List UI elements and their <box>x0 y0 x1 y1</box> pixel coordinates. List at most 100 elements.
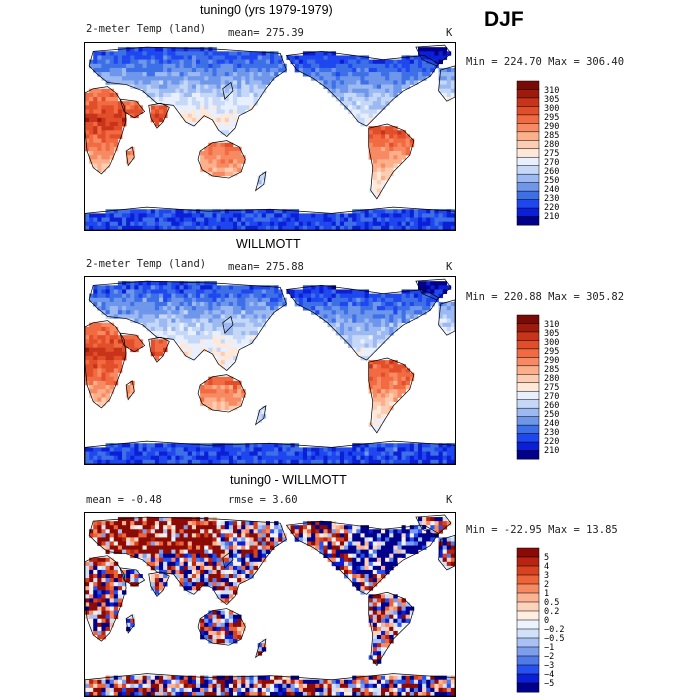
map-cell <box>237 293 242 299</box>
map-cell <box>376 318 382 324</box>
map-cell <box>233 347 238 353</box>
map-cell <box>278 59 283 65</box>
map-cell <box>208 217 213 223</box>
map-cell <box>241 101 246 106</box>
map-cell <box>249 289 254 294</box>
map-cell <box>405 59 411 65</box>
map-cell <box>191 72 197 77</box>
map-cell <box>216 385 221 390</box>
map-cell <box>356 447 361 452</box>
map-cell <box>393 622 398 628</box>
map-cell <box>360 326 365 332</box>
map-cell <box>339 92 345 98</box>
map-cell <box>142 310 147 315</box>
map-cell <box>179 459 184 464</box>
map-cell <box>257 76 263 81</box>
map-cell <box>339 217 345 223</box>
map-cell <box>311 451 316 457</box>
map-cell <box>212 101 217 106</box>
map-cell <box>319 541 324 546</box>
map-cell <box>356 557 361 563</box>
map-cell <box>245 574 250 579</box>
map-cell <box>187 447 193 452</box>
map-cell <box>446 221 452 227</box>
map-cell <box>130 618 135 624</box>
map-cell <box>200 297 205 303</box>
map-cell <box>212 351 217 357</box>
map-cell <box>389 602 394 607</box>
map-cell <box>385 401 390 407</box>
map-cell <box>237 314 242 319</box>
map-cell <box>97 225 102 230</box>
map-cell <box>216 455 221 461</box>
map-cell <box>179 209 184 214</box>
map-cell <box>274 533 279 538</box>
map-cell <box>150 517 156 522</box>
map-cell <box>372 455 378 461</box>
map-cell <box>261 533 267 538</box>
map-cell <box>101 626 106 632</box>
map-cell <box>126 517 131 522</box>
map-cell <box>196 586 201 591</box>
map-cell <box>204 397 209 402</box>
map-cell <box>179 88 184 94</box>
map-cell <box>179 301 184 307</box>
map-cell <box>376 372 382 378</box>
map-cell <box>450 459 455 464</box>
map-cell <box>101 594 106 599</box>
map-cell <box>85 602 90 607</box>
map-cell <box>257 322 263 328</box>
map-cell <box>167 557 172 563</box>
map-cell <box>385 151 390 156</box>
map-cell <box>130 289 135 294</box>
map-cell <box>159 55 164 60</box>
map-cell <box>257 553 263 559</box>
map-cell <box>331 301 337 307</box>
map-cell <box>109 88 115 94</box>
map-cell <box>146 285 152 290</box>
map-cell <box>409 306 415 311</box>
colorbar-tick-label: 230 <box>544 194 559 204</box>
map-cell <box>368 586 374 591</box>
map-cell <box>307 306 312 311</box>
map-cell <box>237 97 242 102</box>
map-cell <box>85 447 90 452</box>
colorbar-tick-label: 290 <box>544 356 559 366</box>
map-cell <box>233 167 238 173</box>
map-cell <box>385 314 390 319</box>
map-cell <box>113 574 119 579</box>
map-cell <box>163 537 168 542</box>
map-cell <box>122 217 127 223</box>
map-cell <box>101 455 106 461</box>
map-cell <box>228 347 234 353</box>
map-cell <box>224 101 230 106</box>
map-cell <box>376 541 382 546</box>
map-cell <box>208 343 213 348</box>
map-cell <box>146 76 152 81</box>
map-cell <box>187 306 193 311</box>
map-cell <box>228 569 234 575</box>
map-cell <box>364 447 369 452</box>
map-cell <box>352 335 357 340</box>
map-cell <box>134 55 139 60</box>
map-cell <box>265 314 271 319</box>
map-cell <box>208 109 213 114</box>
map-cell <box>200 339 205 344</box>
map-cell <box>261 213 267 218</box>
map-cell <box>113 59 119 65</box>
map-cell <box>257 55 263 60</box>
map-cell <box>113 549 119 554</box>
map-cell <box>191 88 197 94</box>
map-cell <box>356 318 361 324</box>
map-cell <box>212 389 217 394</box>
map-cell <box>130 347 135 353</box>
map-cell <box>348 97 353 102</box>
map-cell <box>224 80 230 85</box>
map-cell <box>101 126 106 131</box>
map-cell <box>187 76 193 81</box>
map-cell <box>286 525 291 530</box>
map-cell <box>339 331 345 336</box>
map-cell <box>208 306 213 311</box>
map-cell <box>241 80 246 85</box>
map-cell <box>212 549 217 554</box>
